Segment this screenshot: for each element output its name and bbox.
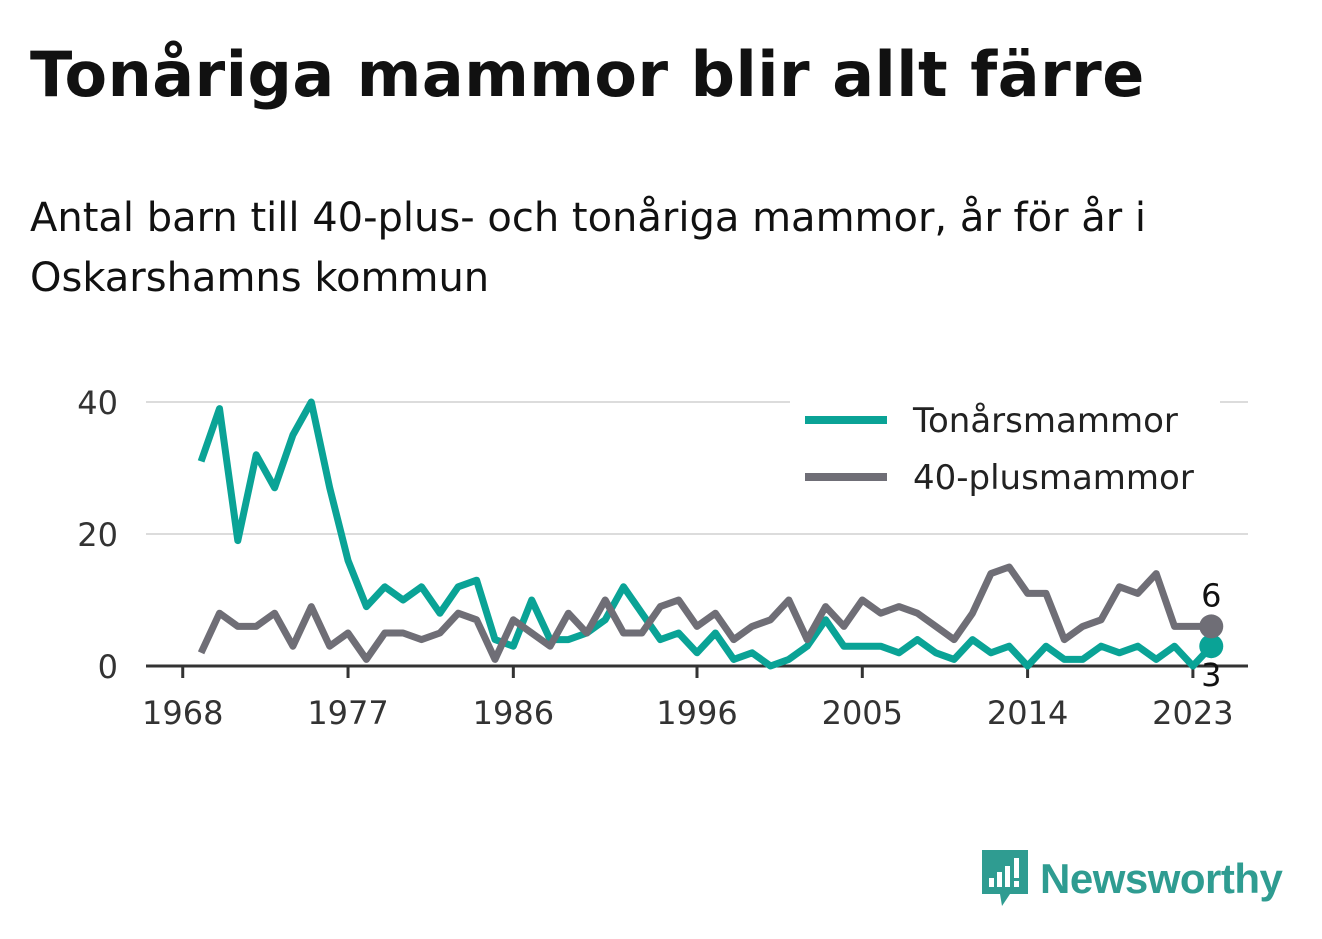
chart-subtitle: Antal barn till 40-plus- och tonåriga ma… xyxy=(30,195,1147,301)
x-axis: 1968 1977 1986 1996 2005 2014 2023 xyxy=(142,664,1248,732)
x-tick-label: 1996 xyxy=(656,694,737,732)
legend-box xyxy=(790,392,1220,512)
chart-title: Tonåriga mammor blir allt färre xyxy=(30,38,1145,111)
x-tick-label: 2023 xyxy=(1152,694,1233,732)
legend-label: Tonårsmammor xyxy=(912,401,1178,441)
series-end-label: 3 xyxy=(1201,656,1221,694)
x-tick-label: 1977 xyxy=(307,694,388,732)
x-tick-label: 1968 xyxy=(142,694,223,732)
y-tick-label: 20 xyxy=(77,516,118,554)
legend-label: 40-plusmammor xyxy=(913,458,1194,498)
plot-area: 36 xyxy=(197,398,1224,694)
x-tick-label: 1986 xyxy=(473,694,554,732)
series-line-tonarsmammor xyxy=(197,398,1214,670)
y-tick-label: 0 xyxy=(98,648,118,686)
legend: Tonårsmammor 40-plusmammor xyxy=(790,392,1220,512)
brand-name: Newsworthy xyxy=(1040,855,1283,902)
y-tick-label: 40 xyxy=(77,384,118,422)
x-tick-label: 2014 xyxy=(987,694,1068,732)
x-tick-label: 2005 xyxy=(822,694,903,732)
y-axis: 0 20 40 xyxy=(77,384,118,686)
series-end-label: 6 xyxy=(1201,576,1221,614)
newsworthy-logo-icon xyxy=(982,850,1028,906)
series-end-point xyxy=(1199,614,1224,639)
brand-logo: Newsworthy xyxy=(980,848,1283,910)
series-end-point xyxy=(1199,634,1224,659)
series-line-40-plusmammor xyxy=(197,563,1212,663)
